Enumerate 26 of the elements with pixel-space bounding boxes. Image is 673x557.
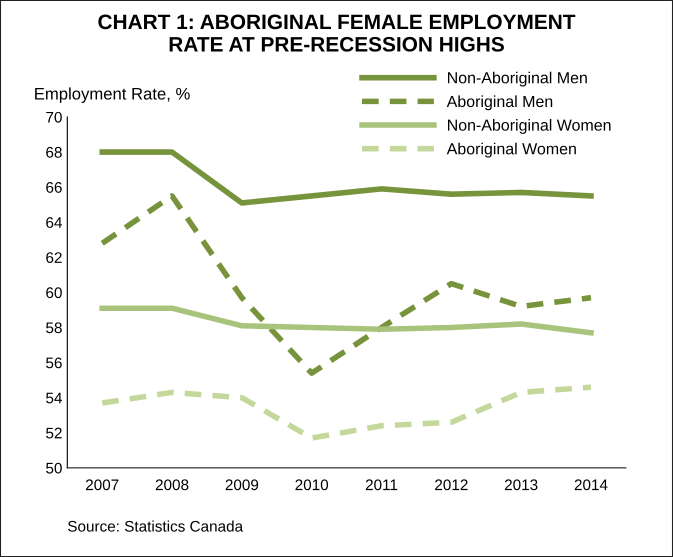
source-note: Source: Statistics Canada [68,520,244,532]
y-tick-label: 70 [46,112,62,123]
y-tick-label: 64 [46,217,62,228]
y-tick-label: 68 [46,146,62,158]
y-axis-title: Employment Rate, % [35,87,190,103]
legend-label: Non-Aboriginal Men [448,72,587,87]
y-tick-label: 62 [46,252,62,264]
y-tick-label: 60 [46,287,62,298]
legend-label: Non-Aboriginal Women [448,119,610,134]
y-tick-label: 54 [46,392,62,404]
x-tick-label: 2011 [366,479,398,490]
x-tick-label: 2013 [504,479,538,490]
x-tick-label: 2008 [156,479,188,490]
chart-title: CHART 1: ABORIGINAL FEMALE EMPLOYMENT RATE AT PRE-RECESSION HIGHS [98,14,576,52]
y-tick-label: 66 [46,182,62,193]
y-tick-label: 56 [46,357,62,368]
legend-label: Aboriginal Men [446,95,552,110]
y-tick-label: 52 [46,428,62,438]
x-tick-label: 2012 [435,479,468,490]
x-tick-label: 2010 [295,479,328,490]
legend-label: Aboriginal Women [446,142,576,158]
x-tick-label: 2007 [86,479,118,490]
y-tick-label: 50 [46,462,62,474]
y-tick-label: 58 [46,322,62,334]
x-tick-label: 2014 [574,479,608,490]
x-tick-label: 2009 [226,479,258,490]
